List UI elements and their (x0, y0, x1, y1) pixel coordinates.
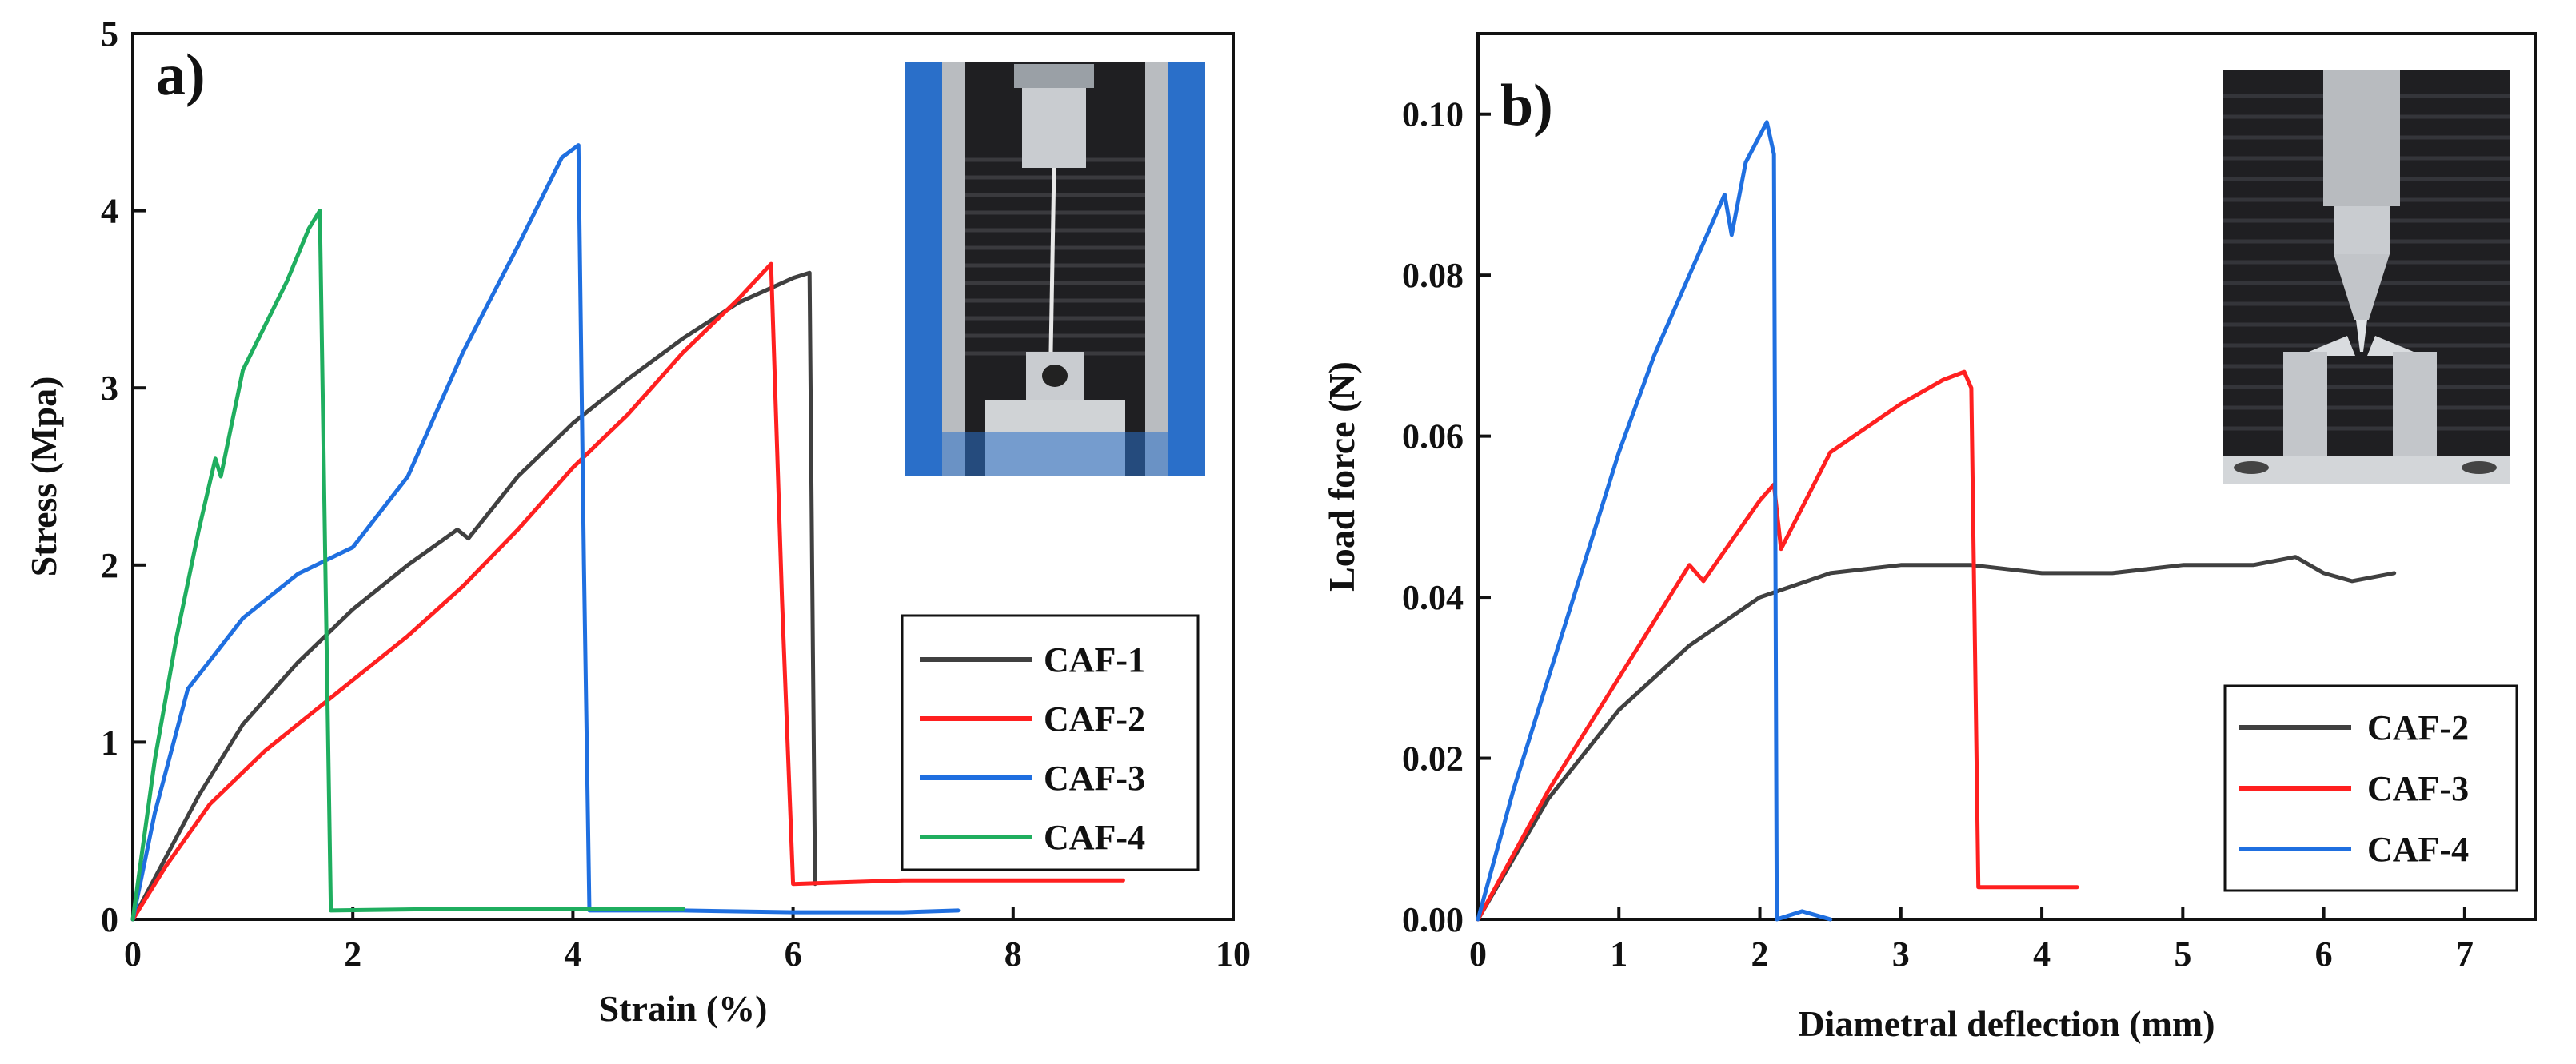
y-tick-label-a: 4 (101, 192, 118, 231)
x-tick-label-a: 0 (124, 934, 142, 974)
legend-label-caf-4: CAF-4 (2367, 830, 2469, 869)
y-tick-label-b: 0.04 (1402, 578, 1464, 617)
y-tick-label-b: 0.08 (1402, 256, 1464, 295)
plot-frame-b (1476, 32, 2537, 921)
x-tick-label-b: 5 (2174, 934, 2191, 974)
chart-panel-a: a) Strain (%) Stress (Mpa) 0 2 4 6 8 10 0 1 2 3 4 5 (23, 14, 1251, 1029)
y-tick-label-b: 0.02 (1402, 739, 1464, 779)
legend-label-caf-4: CAF-4 (1044, 818, 1145, 857)
inset-photo-compression (2223, 70, 2510, 484)
x-axis-title-b: Diametral deflection (mm) (1798, 1003, 2215, 1044)
y-axis-title-a: Stress (Mpa) (23, 377, 64, 577)
x-tick-label-a: 10 (1216, 934, 1251, 974)
panel-label-a: a) (156, 42, 206, 108)
legend-label-caf-2: CAF-2 (1044, 699, 1145, 739)
x-tick-label-a: 2 (344, 934, 361, 974)
y-tick-label-a: 5 (101, 14, 118, 54)
legend-label-caf-1: CAF-1 (1044, 640, 1145, 679)
chart-panel-b: b) Diametral deflection (mm) Load force … (1321, 32, 2537, 1044)
legend-label-caf-3: CAF-3 (1044, 759, 1145, 798)
series-line-caf-1 (130, 270, 817, 922)
inset-photo-tensile (905, 62, 1205, 476)
panel-label-b: b) (1500, 73, 1553, 138)
y-tick-label-b: 0.10 (1402, 95, 1464, 134)
x-tick-label-a: 6 (785, 934, 802, 974)
series-line-caf-3 (130, 143, 961, 922)
y-tick-label-a: 1 (101, 723, 118, 762)
x-axis-title-a: Strain (%) (599, 988, 768, 1029)
plot-frame-a (131, 32, 1235, 921)
series-line-caf-4 (130, 209, 685, 922)
x-tick-label-a: 4 (564, 934, 581, 974)
x-tick-label-b: 6 (2315, 934, 2333, 974)
y-tick-label-a: 2 (101, 546, 118, 585)
series-line-caf-2 (130, 261, 1125, 922)
x-tick-label-b: 4 (2033, 934, 2051, 974)
x-tick-label-a: 8 (1004, 934, 1022, 974)
x-tick-label-b: 1 (1610, 934, 1627, 974)
legend-label-caf-3: CAF-3 (2367, 769, 2469, 808)
legend-b: CAF-2 CAF-3 CAF-4 (2223, 684, 2518, 892)
y-tick-label-a: 3 (101, 369, 118, 408)
x-tick-label-b: 7 (2456, 934, 2474, 974)
series-line-caf-4 (1476, 120, 1833, 922)
x-tick-label-b: 3 (1892, 934, 1910, 974)
y-tick-label-a: 0 (101, 900, 118, 939)
legend-a: CAF-1 CAF-2 CAF-3 CAF-4 (901, 614, 1200, 871)
y-axis-title-b: Load force (N) (1321, 361, 1362, 592)
y-tick-label-b: 0.00 (1402, 900, 1464, 939)
y-tick-label-b: 0.06 (1402, 417, 1464, 456)
series-line-caf-2 (1476, 555, 2397, 922)
series-line-caf-3 (1476, 369, 2079, 922)
x-tick-label-b: 2 (1751, 934, 1769, 974)
x-tick-label-b: 0 (1469, 934, 1487, 974)
legend-label-caf-2: CAF-2 (2367, 708, 2469, 747)
